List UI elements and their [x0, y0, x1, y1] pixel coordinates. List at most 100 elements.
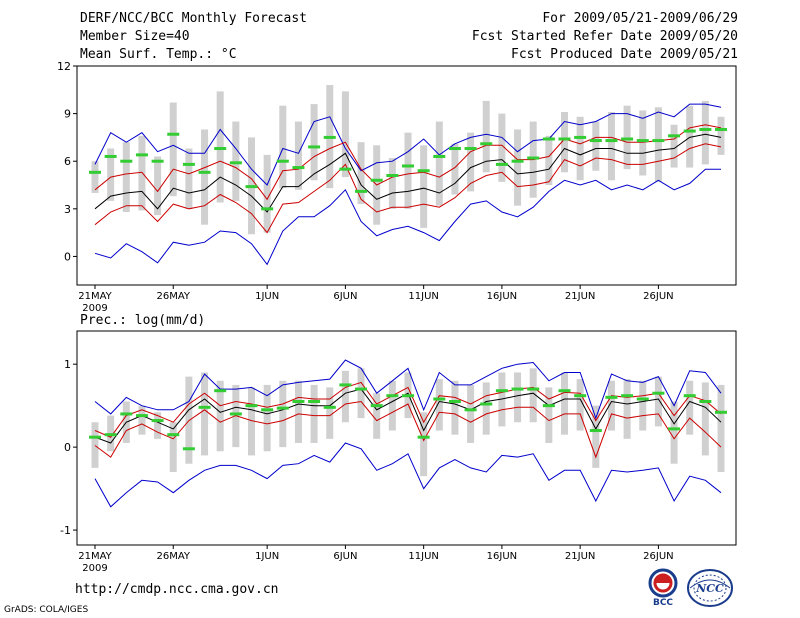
spread-box	[107, 148, 115, 201]
median-marker	[151, 419, 164, 423]
spread-box	[279, 380, 287, 448]
series-max-line	[94, 103, 722, 186]
series-max-line	[94, 359, 722, 420]
panel-2: -1 0 1 21MAY 26MAY 1JUN 6JUN 11JUN 16JUN 21JUN 26J…	[60, 313, 737, 574]
y-tick-label: 3	[64, 203, 71, 216]
spread-box	[279, 105, 287, 189]
median-marker	[308, 145, 321, 149]
plot-frame	[76, 65, 737, 286]
median-marker	[699, 127, 712, 131]
series-min-line	[94, 442, 722, 508]
spread-box	[310, 384, 318, 443]
y-tick-label: 9	[64, 108, 71, 121]
median-marker	[495, 389, 508, 393]
spread-box	[467, 384, 475, 443]
median-marker	[135, 414, 148, 418]
median-marker	[339, 167, 352, 171]
median-marker	[589, 139, 602, 143]
x-tick-label: 1JUN	[255, 291, 279, 302]
median-marker	[683, 129, 696, 133]
year-label: 2009	[82, 303, 107, 314]
y-tick-label: 0	[64, 441, 71, 454]
median-marker	[151, 159, 164, 163]
median-marker	[89, 170, 101, 174]
forecast-period: For 2009/05/21-2009/06/29	[542, 11, 738, 26]
spread-box	[514, 372, 522, 423]
median-marker	[542, 404, 555, 408]
spread-box	[420, 412, 428, 477]
median-marker	[417, 435, 430, 439]
spread-box	[185, 148, 193, 209]
median-marker	[542, 137, 555, 141]
median-marker	[683, 394, 696, 398]
x-tick-label: 6JUN	[333, 291, 357, 302]
spread-box	[482, 100, 490, 173]
series-mean-line	[94, 133, 722, 213]
series-lower-line	[94, 400, 722, 459]
median-marker	[120, 412, 133, 416]
spread-box	[388, 380, 396, 431]
x-tick-label: 26MAY	[156, 291, 190, 302]
spread-box	[686, 105, 694, 168]
source-url[interactable]: http://cmdp.ncc.cma.gov.cn	[75, 582, 279, 597]
median-marker	[370, 404, 383, 408]
spread-box	[169, 422, 177, 473]
spread-box	[232, 121, 240, 201]
spread-box	[576, 116, 584, 181]
median-marker	[182, 162, 195, 166]
y-tick-label: 6	[64, 155, 71, 168]
spread-box	[341, 370, 349, 423]
median-marker	[120, 159, 133, 163]
panel-title: Prec.: log(mm/d)	[80, 313, 205, 328]
spread-box	[482, 382, 490, 435]
spread-box	[435, 379, 443, 431]
variable-1-label: Mean Surf. Temp.: °C	[80, 47, 237, 62]
median-marker	[402, 164, 414, 168]
spread-box	[701, 382, 709, 456]
fcst-produced-date: Fcst Produced Date 2009/05/21	[511, 47, 738, 62]
spread-box	[216, 91, 224, 203]
x-tick-label: 11JUN	[408, 291, 438, 302]
median-marker	[323, 135, 336, 139]
median-marker	[386, 394, 399, 398]
bcc-logo-text: BCC	[653, 598, 673, 607]
median-marker	[605, 395, 618, 399]
median-marker	[261, 408, 274, 412]
median-marker	[621, 137, 634, 141]
spread-box	[623, 105, 631, 170]
spread-box	[201, 129, 209, 225]
median-marker	[167, 132, 180, 136]
series-mean-line	[94, 388, 722, 444]
spread-box	[138, 405, 146, 435]
grads-credit: GrADS: COLA/IGES	[4, 605, 89, 615]
member-size: Member Size=40	[80, 29, 190, 44]
x-tick-label: 21MAY	[78, 551, 112, 562]
spread-box	[388, 158, 396, 209]
spread-box	[154, 156, 162, 216]
spread-box	[91, 161, 99, 193]
x-tick-label: 21JUN	[565, 291, 595, 302]
spread-box	[294, 121, 302, 190]
x-tick-label: 1JUN	[255, 551, 279, 562]
median-marker	[370, 178, 383, 182]
median-marker	[668, 427, 681, 431]
median-marker	[480, 142, 493, 146]
x-tick-label: 26JUN	[643, 291, 673, 302]
median-marker	[527, 387, 540, 391]
spread-box	[701, 100, 709, 165]
panel-1: 0 3 6 9 12 21MAY 26MAY 1JUN 6JUN 11JUN 16JUN 21JUN 2…	[57, 60, 737, 314]
median-marker	[589, 429, 602, 433]
median-marker	[558, 137, 571, 141]
spread-box	[639, 380, 647, 431]
median-marker	[104, 154, 117, 158]
median-marker	[323, 405, 336, 409]
median-marker	[292, 166, 305, 170]
spread-box	[576, 379, 584, 431]
median-marker	[715, 127, 727, 131]
spread-box	[561, 112, 568, 173]
fcst-started-date: Fcst Started Refer Date 2009/05/20	[471, 29, 738, 44]
spread-box	[686, 380, 694, 435]
year-label: 2009	[82, 563, 107, 574]
median-marker	[652, 139, 665, 143]
spread-box	[498, 113, 506, 182]
